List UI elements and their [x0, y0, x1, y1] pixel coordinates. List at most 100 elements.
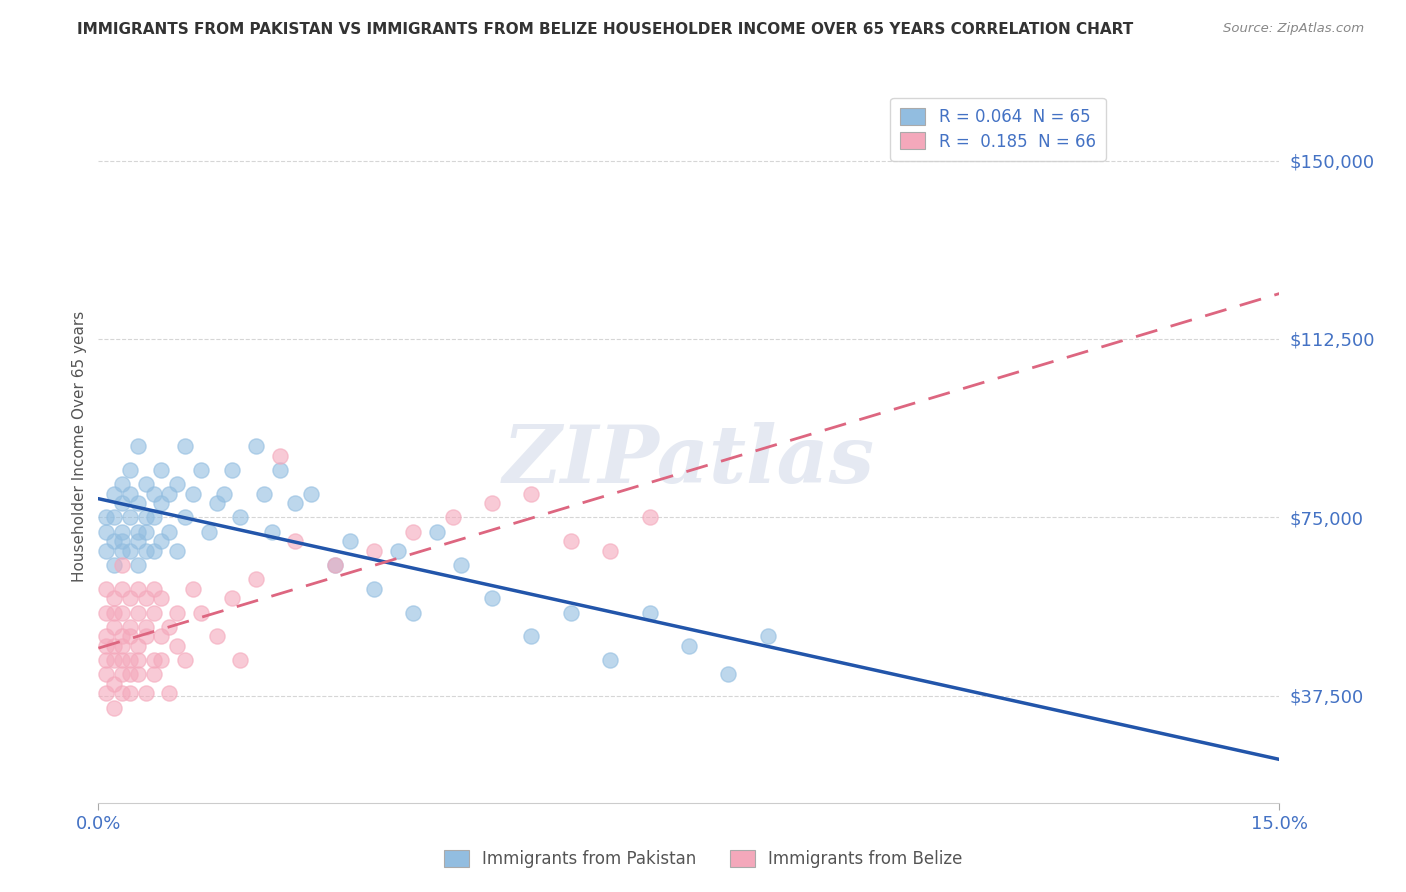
- Point: [127, 558, 149, 572]
- Point: [111, 639, 134, 653]
- Point: [717, 667, 740, 681]
- Point: [284, 496, 307, 510]
- Point: [118, 510, 141, 524]
- Point: [135, 510, 157, 524]
- Point: [103, 591, 125, 606]
- Point: [245, 439, 267, 453]
- Point: [118, 591, 141, 606]
- Point: [142, 606, 165, 620]
- Point: [103, 486, 125, 500]
- Point: [103, 677, 125, 691]
- Point: [253, 486, 276, 500]
- Text: ZIPatlas: ZIPatlas: [503, 422, 875, 499]
- Point: [363, 582, 385, 596]
- Point: [103, 558, 125, 572]
- Point: [150, 463, 173, 477]
- Point: [118, 667, 141, 681]
- Point: [96, 606, 118, 620]
- Point: [103, 639, 125, 653]
- Point: [135, 591, 157, 606]
- Point: [135, 620, 157, 634]
- Point: [221, 463, 243, 477]
- Point: [135, 477, 157, 491]
- Point: [96, 686, 118, 700]
- Point: [150, 591, 173, 606]
- Point: [127, 524, 149, 539]
- Point: [174, 510, 197, 524]
- Point: [221, 591, 243, 606]
- Point: [678, 639, 700, 653]
- Point: [111, 667, 134, 681]
- Point: [181, 582, 204, 596]
- Point: [402, 606, 425, 620]
- Point: [127, 496, 149, 510]
- Point: [135, 543, 157, 558]
- Point: [229, 653, 252, 667]
- Point: [299, 486, 322, 500]
- Point: [245, 572, 267, 586]
- Point: [214, 486, 236, 500]
- Point: [127, 439, 149, 453]
- Point: [111, 496, 134, 510]
- Point: [638, 510, 661, 524]
- Point: [157, 620, 180, 634]
- Point: [157, 524, 180, 539]
- Point: [96, 653, 118, 667]
- Point: [269, 463, 291, 477]
- Point: [520, 486, 543, 500]
- Point: [190, 463, 212, 477]
- Point: [284, 534, 307, 549]
- Point: [157, 686, 180, 700]
- Point: [111, 653, 134, 667]
- Point: [323, 558, 346, 572]
- Point: [127, 639, 149, 653]
- Point: [166, 477, 188, 491]
- Point: [166, 639, 188, 653]
- Point: [118, 486, 141, 500]
- Point: [150, 653, 173, 667]
- Point: [127, 534, 149, 549]
- Text: IMMIGRANTS FROM PAKISTAN VS IMMIGRANTS FROM BELIZE HOUSEHOLDER INCOME OVER 65 YE: IMMIGRANTS FROM PAKISTAN VS IMMIGRANTS F…: [77, 22, 1133, 37]
- Point: [450, 558, 472, 572]
- Point: [111, 582, 134, 596]
- Point: [638, 606, 661, 620]
- Point: [402, 524, 425, 539]
- Point: [174, 439, 197, 453]
- Point: [166, 543, 188, 558]
- Point: [269, 449, 291, 463]
- Point: [118, 620, 141, 634]
- Point: [118, 653, 141, 667]
- Point: [756, 629, 779, 643]
- Legend: R = 0.064  N = 65, R =  0.185  N = 66: R = 0.064 N = 65, R = 0.185 N = 66: [890, 97, 1105, 161]
- Point: [142, 543, 165, 558]
- Point: [135, 524, 157, 539]
- Y-axis label: Householder Income Over 65 years: Householder Income Over 65 years: [72, 310, 87, 582]
- Point: [96, 629, 118, 643]
- Point: [166, 606, 188, 620]
- Point: [111, 558, 134, 572]
- Legend: Immigrants from Pakistan, Immigrants from Belize: Immigrants from Pakistan, Immigrants fro…: [437, 843, 969, 875]
- Point: [520, 629, 543, 643]
- Point: [96, 582, 118, 596]
- Point: [96, 510, 118, 524]
- Point: [111, 477, 134, 491]
- Point: [127, 667, 149, 681]
- Point: [142, 486, 165, 500]
- Point: [426, 524, 449, 539]
- Point: [157, 486, 180, 500]
- Point: [181, 486, 204, 500]
- Point: [103, 510, 125, 524]
- Point: [229, 510, 252, 524]
- Point: [118, 629, 141, 643]
- Point: [481, 591, 503, 606]
- Point: [135, 629, 157, 643]
- Point: [118, 686, 141, 700]
- Point: [150, 534, 173, 549]
- Point: [142, 510, 165, 524]
- Point: [150, 629, 173, 643]
- Point: [441, 510, 464, 524]
- Point: [103, 534, 125, 549]
- Point: [142, 582, 165, 596]
- Point: [174, 653, 197, 667]
- Point: [150, 496, 173, 510]
